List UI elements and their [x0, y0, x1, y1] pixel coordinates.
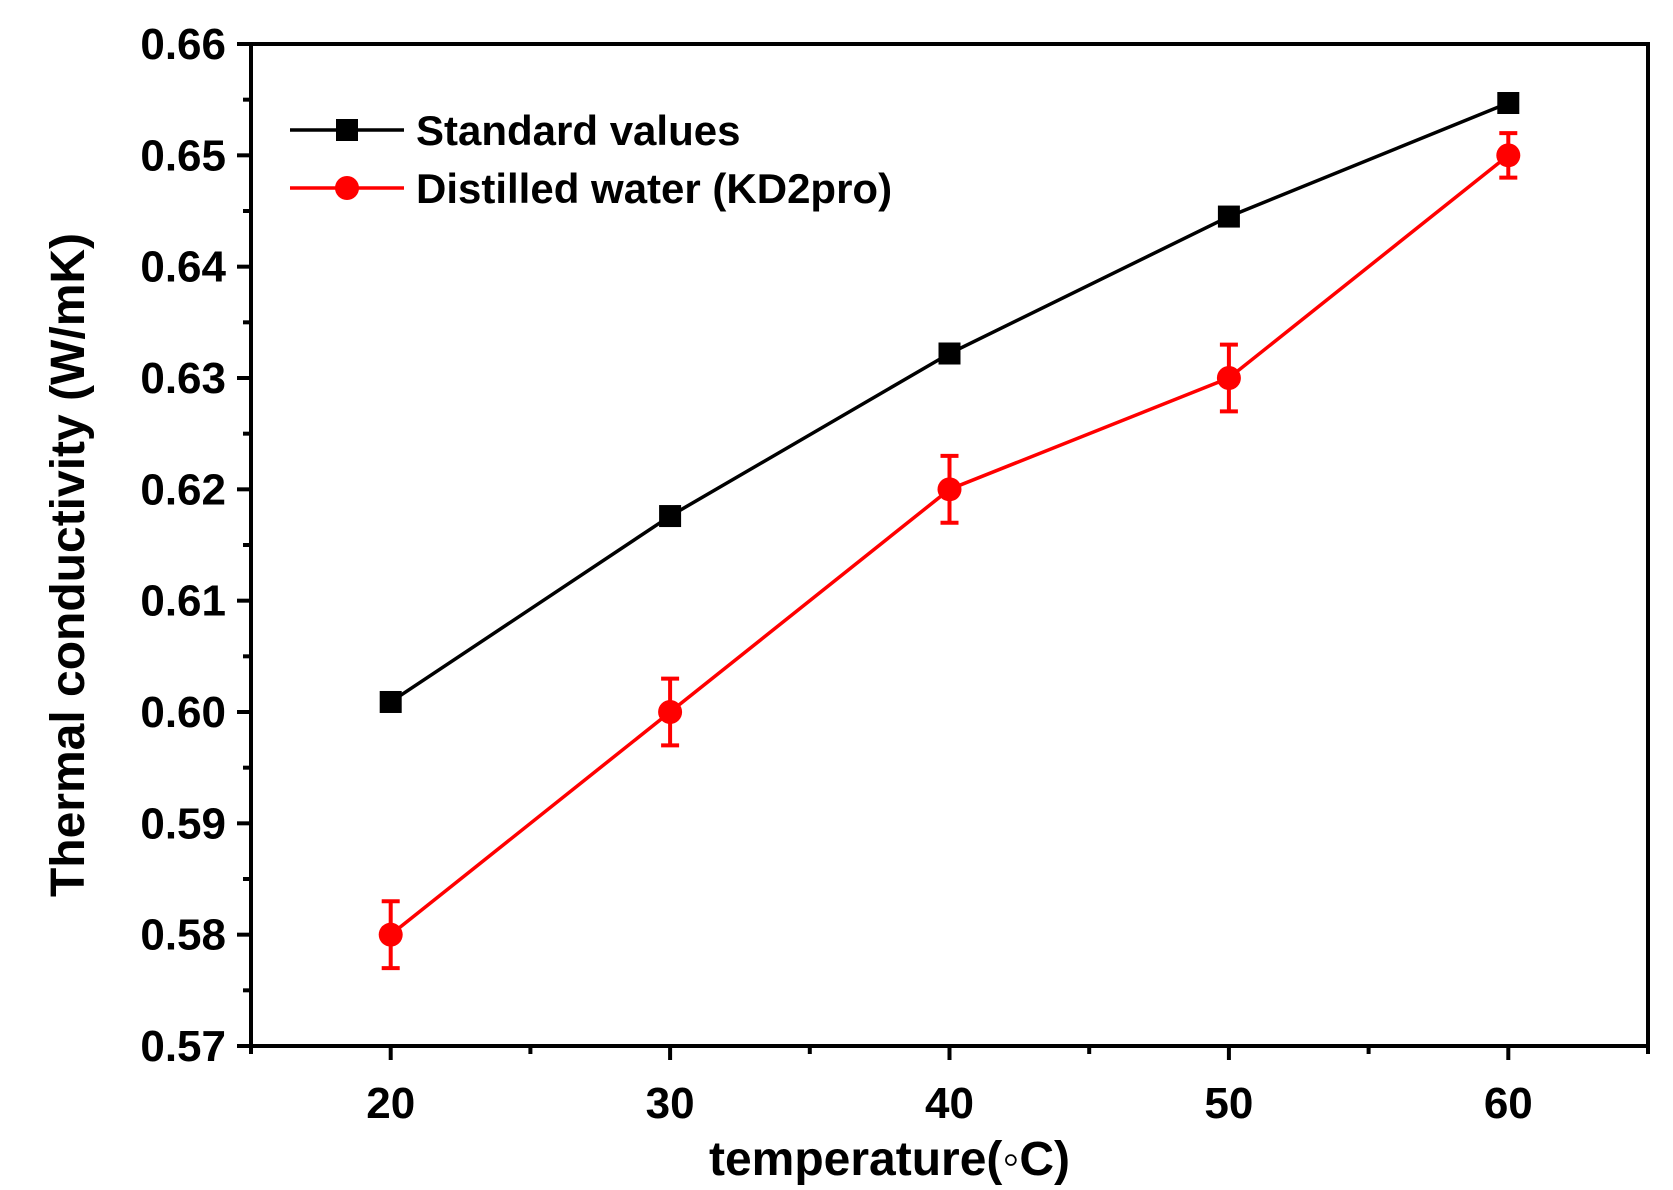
- legend-item: Standard values: [290, 107, 740, 154]
- y-tick-label: 0.66: [140, 20, 226, 69]
- legend: Standard values Distilled water (KD2pro): [290, 107, 892, 212]
- data-point: [378, 922, 403, 947]
- series-2: [378, 131, 1521, 971]
- y-tick-label: 0.57: [140, 1022, 226, 1071]
- x-axis-title: temperature(◦C): [709, 1133, 1070, 1186]
- data-point: [938, 342, 961, 365]
- legend-label: Distilled water (KD2pro): [416, 165, 892, 212]
- legend-marker: [336, 119, 358, 141]
- data-point: [1496, 143, 1521, 168]
- x-tick-label: 60: [1484, 1079, 1533, 1128]
- legend-marker: [335, 176, 359, 200]
- x-tick-label: 40: [925, 1079, 974, 1128]
- data-point: [659, 505, 682, 528]
- legend-item: Distilled water (KD2pro): [290, 165, 892, 212]
- y-tick-label: 0.64: [140, 243, 226, 292]
- data-point: [379, 690, 402, 713]
- y-tick-label: 0.63: [140, 354, 226, 403]
- x-tick-label: 20: [366, 1079, 415, 1128]
- series-layer: [378, 92, 1521, 971]
- series-1: [379, 92, 1520, 713]
- legend-label: Standard values: [416, 107, 740, 154]
- y-tick-label: 0.58: [140, 911, 226, 960]
- y-axis-title: Thermal conductivity (W/mK): [42, 233, 95, 897]
- axes-layer: 20 30 40 50 60 0.57 0.58 0.59 0.60 0.61 0.62 0.63 0.…: [140, 20, 1650, 1128]
- data-point: [1497, 92, 1520, 115]
- y-tick-label: 0.59: [140, 799, 226, 848]
- y-tick-label: 0.62: [140, 465, 226, 514]
- y-tick-label: 0.60: [140, 688, 226, 737]
- data-point: [1217, 205, 1240, 228]
- x-tick-label: 30: [646, 1079, 695, 1128]
- y-tick-label: 0.61: [140, 577, 226, 626]
- y-tick-label: 0.65: [140, 131, 226, 180]
- x-tick-label: 50: [1204, 1079, 1253, 1128]
- data-point: [1216, 366, 1241, 390]
- series-line: [389, 153, 1510, 937]
- data-point: [937, 477, 962, 502]
- data-point: [658, 700, 683, 724]
